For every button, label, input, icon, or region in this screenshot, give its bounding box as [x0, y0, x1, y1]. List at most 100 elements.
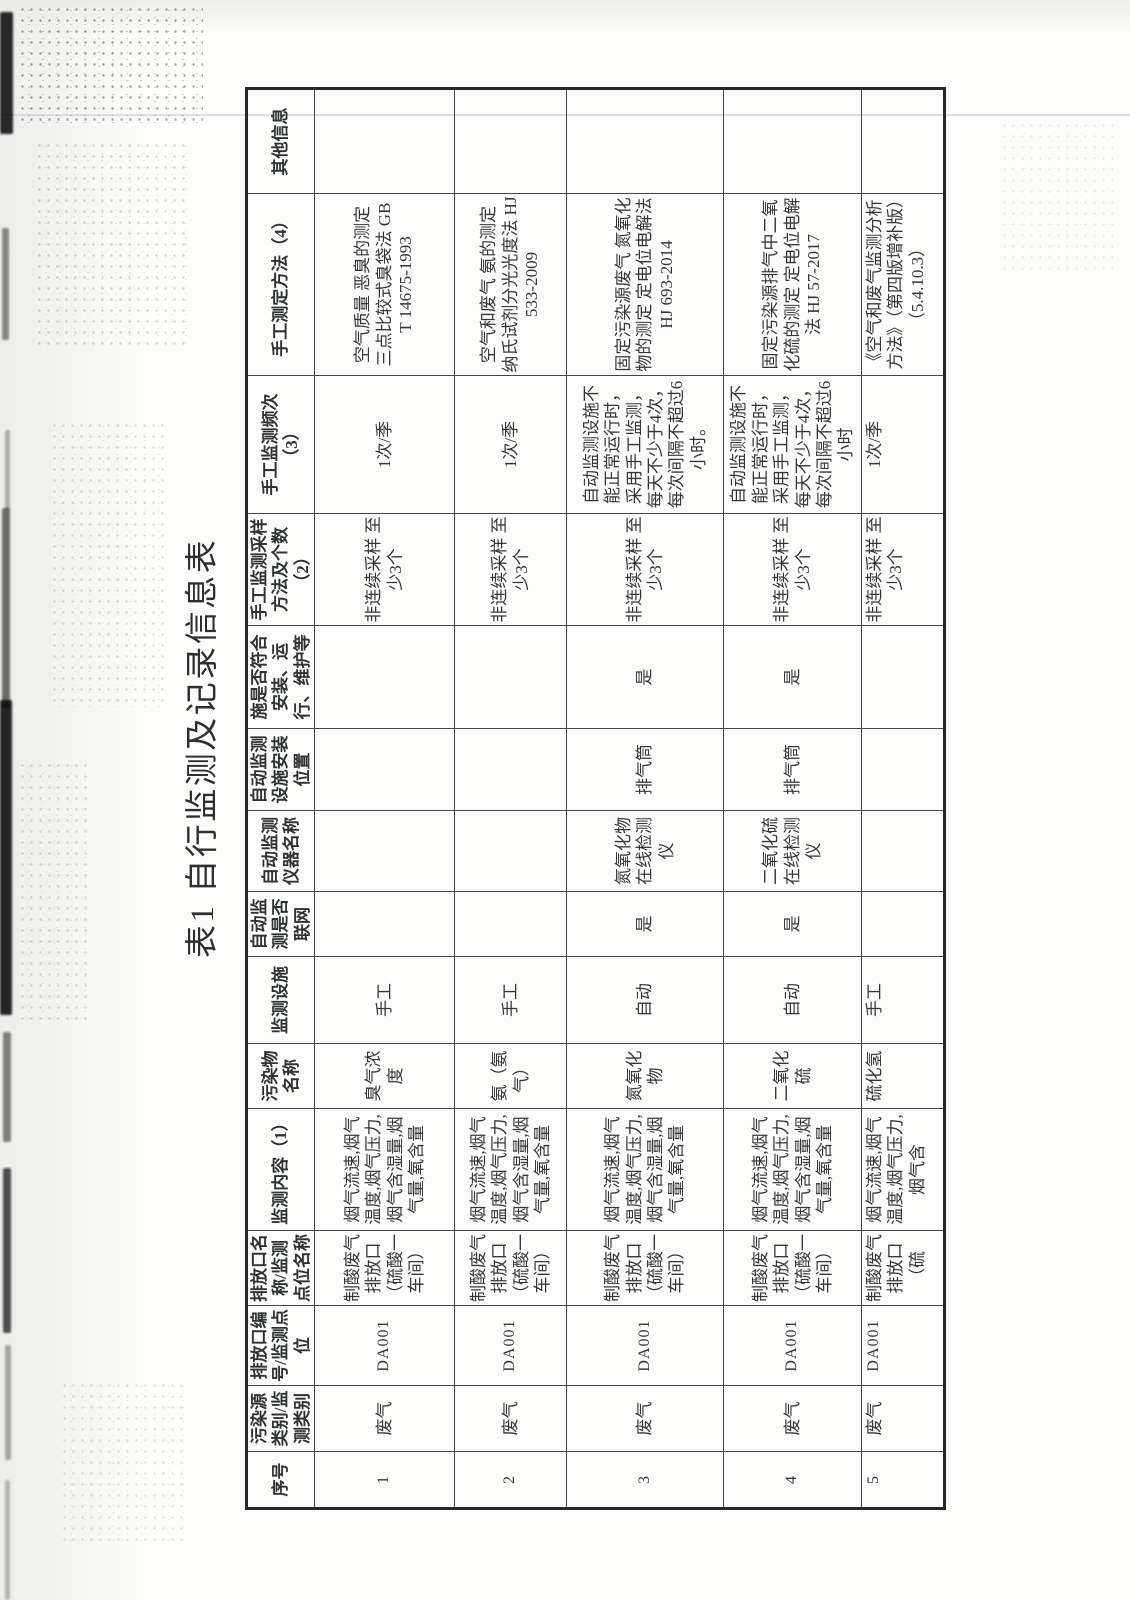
- column-header-manual-method: 手工测定方法（4）: [246, 193, 315, 376]
- cell-auto-install-position-row1: [314, 728, 455, 811]
- cell-monitor-facility-row3-label: 自动: [635, 983, 655, 1017]
- cell-auto-instrument-row4: 二氧化硫在线检测仪: [723, 810, 862, 892]
- column-header-auto-install-position: 自动监测设施安装位置: [246, 728, 315, 811]
- cell-manual-method-row1-label: 空气质量 恶臭的测定 三点比较式臭袋法 GB T 14675-1993: [353, 202, 416, 367]
- cell-manual-method-row3: 固定污染源废气 氮氧化物的测定 定电位电解法 HJ 693-2014: [566, 193, 724, 376]
- cell-monitor-content-row5: 烟气流速,烟气温度,烟气压力,烟气含: [861, 1108, 945, 1231]
- cell-outlet-no-row4: DA001: [723, 1305, 862, 1386]
- column-header-auto-compliance-label: 自动监测设施是否符合安装、运行、维护等管理要求: [250, 634, 312, 720]
- table-title: 表1 自行监测及记录信息表: [185, 537, 221, 958]
- table-row-3: 3 废气 DA001 制酸废气排放口（硫酸一车间） 烟气流速,烟气温度,烟气压力,烟气含…: [566, 88, 724, 1509]
- column-header-outlet-name-label: 排放口名称/监测点位名称: [250, 1234, 312, 1302]
- binding-mark: [0, 700, 12, 1015]
- table-row-2: 2 废气 DA001 制酸废气排放口（硫酸一车间） 烟气流速,烟气温度,烟气压力,烟气含…: [454, 88, 567, 1509]
- scan-speckle: [60, 1380, 185, 1545]
- cell-monitor-content-row4-label: 烟气流速,烟气温度,烟气压力,烟气含湿量,烟气量,氧含量: [750, 1114, 834, 1225]
- cell-auto-compliance-row2: [454, 625, 567, 729]
- cell-auto-compliance-row4: 是: [723, 625, 862, 729]
- cell-source-type-row1: 废气: [314, 1385, 455, 1452]
- cell-monitor-facility-row2: 手工: [454, 956, 567, 1044]
- column-header-manual-frequency-label: 手工监测频次（3）: [260, 393, 301, 496]
- cell-manual-sampling-row3-label: 非连续采样 至少3个: [624, 516, 665, 623]
- cell-monitor-facility-row2-label: 手工: [500, 983, 520, 1017]
- cell-manual-method-row2: 空气和废气 氨的测定 纳氏试剂分光光度法 HJ 533-2009: [454, 193, 567, 376]
- cell-auto-install-position-row4-label: 排气筒: [782, 744, 802, 795]
- cell-outlet-no-row2: DA001: [454, 1305, 567, 1386]
- cell-outlet-name-row1: 制酸废气排放口（硫酸一车间）: [314, 1230, 455, 1306]
- cell-monitor-facility-row5: 手工: [861, 956, 945, 1044]
- cell-auto-networked-row1: [314, 891, 455, 957]
- column-header-outlet-name: 排放口名称/监测点位名称: [246, 1230, 315, 1306]
- cell-auto-compliance-row1: [314, 625, 455, 729]
- cell-seq-row5: 5: [861, 1451, 945, 1509]
- cell-outlet-no-row2-label: DA001: [501, 1319, 519, 1372]
- column-header-outlet-no: 排放口编号/监测点位: [246, 1305, 315, 1386]
- table-row-5: 5 废气 DA001 制酸废气排放口（硫 烟气流速,烟气温度,烟气压力,烟气含 硫化氢 手工…: [861, 88, 945, 1509]
- cell-manual-method-row2-label: 空气和废气 氨的测定 纳氏试剂分光光度法 HJ 533-2009: [479, 196, 542, 373]
- cell-manual-frequency-row1-label: 1次/季: [374, 420, 394, 469]
- cell-pollutant-row2: 氨（氨气）: [454, 1043, 567, 1109]
- cell-monitor-facility-row4: 自动: [723, 956, 862, 1044]
- cell-pollutant-row1-label: 臭气浓度: [364, 1050, 405, 1102]
- column-header-auto-networked: 自动监测是否联网: [246, 891, 315, 957]
- cell-auto-compliance-row5: [861, 625, 945, 729]
- cell-monitor-content-row3: 烟气流速,烟气温度,烟气压力,烟气含湿量,烟气量,氧含量: [566, 1108, 724, 1231]
- cell-manual-sampling-row3: 非连续采样 至少3个: [566, 513, 724, 626]
- cell-manual-method-row5: 《空气和废气监测分析方法》（第四版增补版）（5.4.10.3）: [861, 193, 945, 376]
- cell-outlet-no-row3: DA001: [566, 1305, 724, 1386]
- cell-auto-install-position-row4: 排气筒: [723, 728, 862, 811]
- cell-outlet-name-row2-label: 制酸废气排放口（硫酸一车间）: [468, 1234, 552, 1302]
- cell-outlet-name-row4: 制酸废气排放口（硫酸一车间）: [723, 1230, 862, 1306]
- header-row: 序号 污染源类别/监测类别 排放口编号/监测点位 排放口名称/监测点位名称 监测内容（1…: [246, 88, 315, 1509]
- column-header-other-info-label: 其他信息: [271, 107, 291, 176]
- cell-manual-method-row5-label: 《空气和废气监测分析方法》（第四版增补版）（5.4.10.3）: [865, 199, 927, 370]
- column-header-manual-sampling-label: 手工监测采样方法及个数（2）: [250, 518, 312, 621]
- scan-speckle: [50, 420, 165, 710]
- cell-auto-networked-row4: 是: [723, 891, 862, 957]
- cell-pollutant-row5-label: 硫化氢: [865, 1050, 884, 1102]
- column-header-manual-sampling: 手工监测采样方法及个数（2）: [246, 513, 315, 626]
- cell-monitor-facility-row3: 自动: [566, 956, 724, 1044]
- cell-outlet-name-row1-label: 制酸废气排放口（硫酸一车间）: [342, 1234, 426, 1302]
- cell-manual-method-row4: 固定污染源排气中二氧化硫的测定 定电位电解法 HJ 57-2017: [723, 193, 862, 376]
- cell-auto-networked-row3-label: 是: [635, 915, 655, 933]
- binding-mark: [3, 1168, 11, 1333]
- column-header-source-type: 污染源类别/监测类别: [246, 1385, 315, 1452]
- cell-source-type-row2: 废气: [454, 1385, 567, 1452]
- table-row-4: 4 废气 DA001 制酸废气排放口（硫酸一车间） 烟气流速,烟气温度,烟气压力,烟气含…: [723, 88, 862, 1509]
- cell-manual-sampling-row1-label: 非连续采样 至少3个: [364, 516, 405, 623]
- cell-auto-compliance-row3-label: 是: [635, 668, 655, 686]
- cell-outlet-no-row1-label: DA001: [375, 1319, 393, 1372]
- cell-auto-compliance-row3: 是: [566, 625, 724, 729]
- cell-seq-row1-label: 1: [375, 1475, 393, 1484]
- cell-manual-sampling-row5-label: 非连续采样 至少3个: [865, 516, 906, 623]
- cell-pollutant-row4: 二氧化硫: [723, 1043, 862, 1109]
- cell-monitor-facility-row5-label: 手工: [865, 983, 884, 1017]
- cell-source-type-row4: 废气: [723, 1385, 862, 1452]
- cell-monitor-facility-row1: 手工: [314, 956, 455, 1044]
- cell-other-info-row4: [723, 88, 862, 194]
- cell-seq-row3: 3: [566, 1451, 724, 1509]
- binding-mark: [5, 1480, 10, 1600]
- cell-source-type-row5-label: 废气: [865, 1401, 884, 1436]
- cell-pollutant-row4-label: 二氧化硫: [772, 1050, 813, 1102]
- cell-auto-networked-row2: [454, 891, 567, 957]
- column-header-monitor-facility-label: 监测设施: [271, 966, 291, 1034]
- cell-auto-install-position-row3-label: 排气筒: [635, 744, 655, 795]
- cell-manual-frequency-row4: 自动监测设施不能正常运行时，采用手工监测，每天不少于4次，每次间隔不超过6小时: [723, 375, 862, 514]
- cell-auto-compliance-row4-label: 是: [782, 668, 802, 686]
- cell-monitor-content-row2-label: 烟气流速,烟气温度,烟气压力,烟气含湿量,烟气量,氧含量: [468, 1114, 552, 1225]
- top-scan-shadow: [0, 0, 1130, 34]
- cell-monitor-content-row3-label: 烟气流速,烟气温度,烟气压力,烟气含湿量,烟气量,氧含量: [603, 1114, 687, 1225]
- cell-manual-frequency-row4-label: 自动监测设施不能正常运行时，采用手工监测，每天不少于4次，每次间隔不超过6小时: [729, 380, 856, 509]
- cell-auto-networked-row5: [861, 891, 945, 957]
- cell-seq-row1: 1: [314, 1451, 455, 1509]
- binding-mark: [2, 228, 9, 340]
- column-header-monitor-content: 监测内容（1）: [246, 1108, 315, 1231]
- cell-outlet-no-row4-label: DA001: [783, 1319, 801, 1372]
- page-edge-shadow: [0, 0, 150, 1600]
- column-header-seq: 序号: [246, 1451, 315, 1509]
- cell-outlet-name-row5: 制酸废气排放口（硫: [861, 1230, 945, 1306]
- cell-manual-sampling-row4-label: 非连续采样 至少3个: [772, 516, 813, 623]
- cell-manual-sampling-row4: 非连续采样 至少3个: [723, 513, 862, 626]
